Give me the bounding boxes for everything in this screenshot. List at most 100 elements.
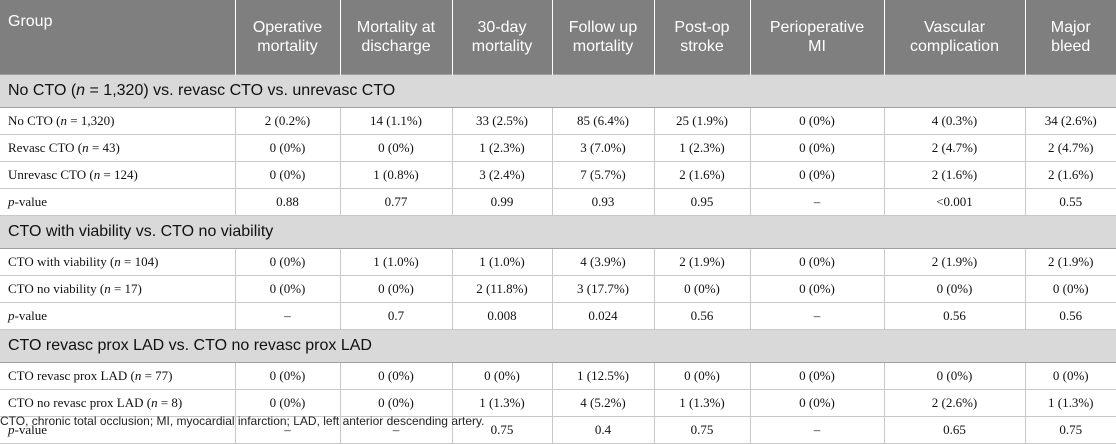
row-label: CTO no revasc prox LAD (n = 8) bbox=[0, 389, 236, 417]
row-label: CTO revasc prox LAD (n = 77) bbox=[0, 362, 236, 390]
table-cell: 0.56 bbox=[1025, 302, 1116, 330]
table-cell: 1 (1.3%) bbox=[452, 389, 553, 417]
table-cell: – bbox=[235, 302, 341, 330]
table-cell: 2 (1.6%) bbox=[884, 161, 1026, 189]
table-cell: 2 (1.9%) bbox=[654, 248, 751, 276]
section-title: CTO revasc prox LAD vs. CTO no revasc pr… bbox=[0, 329, 1116, 363]
row-label: CTO no viability (n = 17) bbox=[0, 275, 236, 303]
table-cell: 7 (5.7%) bbox=[552, 161, 655, 189]
section-header-row: CTO revasc prox LAD vs. CTO no revasc pr… bbox=[0, 329, 1116, 363]
table-cell: 2 (2.6%) bbox=[884, 389, 1026, 417]
table-cell: 0.75 bbox=[1025, 416, 1116, 444]
table-cell: 0.75 bbox=[654, 416, 751, 444]
section-header-row: CTO with viability vs. CTO no viability bbox=[0, 215, 1116, 249]
table-cell: 2 (1.9%) bbox=[884, 248, 1026, 276]
row-label: Unrevasc CTO (n = 124) bbox=[0, 161, 236, 189]
table-cell: 0 (0%) bbox=[750, 107, 885, 135]
table-cell: 0.4 bbox=[552, 416, 655, 444]
table-row: CTO no revasc prox LAD (n = 8) 0 (0%) 0 (0… bbox=[0, 389, 1116, 417]
table-cell: 0 (0%) bbox=[750, 134, 885, 162]
header-30day-mortality: 30-day mortality bbox=[452, 0, 553, 75]
table-row: Unrevasc CTO (n = 124) 0 (0%) 1 (0.8%) 3 (2… bbox=[0, 161, 1116, 189]
section-title: No CTO (n = 1,320) vs. revasc CTO vs. un… bbox=[0, 74, 1116, 108]
row-label: p-value bbox=[0, 302, 236, 330]
table-cell: 0 (0%) bbox=[340, 389, 453, 417]
table-cell: 2 (1.6%) bbox=[1025, 161, 1116, 189]
table-cell: 1 (1.0%) bbox=[452, 248, 553, 276]
table-cell: 0 (0%) bbox=[235, 134, 341, 162]
table-cell: 0.008 bbox=[452, 302, 553, 330]
table-cell: 2 (4.7%) bbox=[1025, 134, 1116, 162]
table-cell: 0 (0%) bbox=[452, 362, 553, 390]
row-label: Revasc CTO (n = 43) bbox=[0, 134, 236, 162]
table-cell: 2 (4.7%) bbox=[884, 134, 1026, 162]
table-cell: 2 (1.6%) bbox=[654, 161, 751, 189]
table-cell: 0.55 bbox=[1025, 188, 1116, 216]
table-cell: 3 (17.7%) bbox=[552, 275, 655, 303]
header-vascular-complication: Vascular complication bbox=[884, 0, 1026, 75]
table-cell: 14 (1.1%) bbox=[340, 107, 453, 135]
table-row: CTO revasc prox LAD (n = 77) 0 (0%) 0 (0%)… bbox=[0, 362, 1116, 390]
table-row: No CTO (n = 1,320) 2 (0.2%) 14 (1.1%) 33 (2… bbox=[0, 107, 1116, 135]
table-footnote: CTO, chronic total occlusion; MI, myocar… bbox=[0, 414, 485, 428]
header-group: Group bbox=[0, 0, 236, 75]
table-row: Revasc CTO (n = 43) 0 (0%) 0 (0%) 1 (2.3%) 3… bbox=[0, 134, 1116, 162]
table-body: No CTO (n = 1,320) vs. revasc CTO vs. un… bbox=[0, 74, 1116, 444]
table-cell: 0.88 bbox=[235, 188, 341, 216]
table-cell: 0 (0%) bbox=[235, 161, 341, 189]
table-cell: 0 (0%) bbox=[884, 362, 1026, 390]
table-cell: 1 (0.8%) bbox=[340, 161, 453, 189]
table-cell: 2 (0.2%) bbox=[235, 107, 341, 135]
table-cell: 34 (2.6%) bbox=[1025, 107, 1116, 135]
table-cell: 0 (0%) bbox=[340, 362, 453, 390]
table-cell: 0.77 bbox=[340, 188, 453, 216]
table-cell: 0 (0%) bbox=[750, 275, 885, 303]
table-cell: 0 (0%) bbox=[235, 248, 341, 276]
table-cell: 0.65 bbox=[884, 416, 1026, 444]
table-cell: 0 (0%) bbox=[884, 275, 1026, 303]
table-cell: 0 (0%) bbox=[1025, 275, 1116, 303]
table-cell: 2 (11.8%) bbox=[452, 275, 553, 303]
row-label: p-value bbox=[0, 188, 236, 216]
header-major-bleed: Major bleed bbox=[1025, 0, 1116, 75]
header-perioperative-mi: Perioperative MI bbox=[750, 0, 885, 75]
row-label: No CTO (n = 1,320) bbox=[0, 107, 236, 135]
table-cell: 4 (3.9%) bbox=[552, 248, 655, 276]
table-cell: – bbox=[750, 188, 885, 216]
table-cell: 0.56 bbox=[654, 302, 751, 330]
table-cell: 0.7 bbox=[340, 302, 453, 330]
table-cell: – bbox=[750, 302, 885, 330]
table-cell: 0 (0%) bbox=[750, 389, 885, 417]
table-row: p-value 0.88 0.77 0.99 0.93 0.95– <0.001 0.55 bbox=[0, 188, 1116, 216]
header-row: Group Operative mortality Mortality at dis… bbox=[0, 0, 1116, 75]
table-cell: 0 (0%) bbox=[1025, 362, 1116, 390]
table-cell: 0 (0%) bbox=[654, 362, 751, 390]
table-cell: 1 (2.3%) bbox=[654, 134, 751, 162]
header-operative-mortality: Operative mortality bbox=[235, 0, 341, 75]
table-cell: 0 (0%) bbox=[235, 275, 341, 303]
table-cell: 3 (2.4%) bbox=[452, 161, 553, 189]
table-cell: 0.95 bbox=[654, 188, 751, 216]
table-cell: – bbox=[750, 416, 885, 444]
table-cell: 0 (0%) bbox=[340, 275, 453, 303]
table-cell: 0.93 bbox=[552, 188, 655, 216]
row-label: CTO with viability (n = 104) bbox=[0, 248, 236, 276]
table-cell: 4 (0.3%) bbox=[884, 107, 1026, 135]
table-cell: 0 (0%) bbox=[340, 134, 453, 162]
header-followup-mortality: Follow up mortality bbox=[552, 0, 655, 75]
table-cell: 0 (0%) bbox=[750, 248, 885, 276]
table-cell: 3 (7.0%) bbox=[552, 134, 655, 162]
table-cell: 1 (1.3%) bbox=[654, 389, 751, 417]
table-cell: 2 (1.9%) bbox=[1025, 248, 1116, 276]
table-cell: 0 (0%) bbox=[235, 389, 341, 417]
table-cell: 1 (2.3%) bbox=[452, 134, 553, 162]
table-cell: <0.001 bbox=[884, 188, 1026, 216]
table-cell: 1 (12.5%) bbox=[552, 362, 655, 390]
table-cell: 0 (0%) bbox=[235, 362, 341, 390]
table-cell: 85 (6.4%) bbox=[552, 107, 655, 135]
table-cell: 0.99 bbox=[452, 188, 553, 216]
table-cell: 25 (1.9%) bbox=[654, 107, 751, 135]
table-cell: 0.56 bbox=[884, 302, 1026, 330]
table-cell: 0 (0%) bbox=[750, 161, 885, 189]
